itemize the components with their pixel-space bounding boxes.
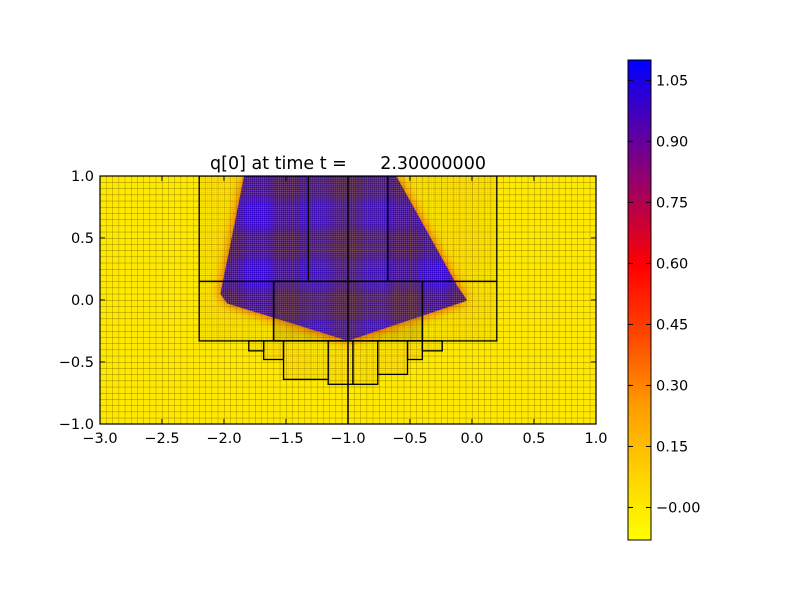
colorbar-tick-label: 1.05 [656,73,688,89]
patch-grid-8 [377,340,408,375]
x-tick-label: −0.5 [392,431,427,447]
colorbar-tick-label: −0.00 [656,500,700,516]
x-tick-label: −2.5 [144,431,179,447]
colorbar-tick-label: 0.60 [656,256,688,272]
x-tick-label: 0.5 [522,431,545,447]
x-tick-label: −1.0 [330,431,365,447]
colorbar-tick-label: 0.45 [656,317,688,333]
y-tick-label: 0.5 [71,231,94,247]
colorbar-tick-label: 0.75 [656,195,688,211]
colorbar-tick-label: 0.15 [656,439,688,455]
x-axis: −3.0 −2.5 −2.0 −1.5 −1.0 −0.5 0.0 0.5 1.0 [82,176,608,447]
x-tick-label: −3.0 [82,431,117,447]
patch-grid-4 [263,340,284,360]
patch-grid-7 [352,340,378,385]
patch-grid-6 [328,340,353,385]
plot-area: −3.0 −2.5 −2.0 −1.5 −1.0 −0.5 0.0 0.5 1.0 −1.0 −0… [59,169,608,447]
patch-grid-9 [407,340,423,360]
colorbar-tick-label: 0.90 [656,134,688,150]
chart-title: q[0] at time t = 2.30000000 [210,154,486,174]
x-tick-label: −1.5 [268,431,303,447]
patch-grid-3 [248,340,264,351]
colorbar-ticks: −0.00 0.15 0.30 0.45 0.60 0.75 0.90 1.05 [628,73,700,516]
colorbar-tick-label: 0.30 [656,378,688,394]
y-tick-label: 1.0 [71,169,94,185]
patch-outline-10 [421,340,443,352]
patch-boundaries [199,176,497,424]
x-tick-label: 1.0 [584,431,607,447]
patch-grid-10 [422,340,443,351]
colorbar-gradient [628,60,651,540]
patch-grid-5 [283,340,329,380]
y-axis: −1.0 −0.5 0.0 0.5 1.0 [59,169,596,433]
y-tick-label: −1.0 [59,417,94,433]
colorbar: −0.00 0.15 0.30 0.45 0.60 0.75 0.90 1.05 [627,59,700,541]
y-tick-label: 0.0 [71,293,94,309]
x-tick-label: −2.0 [206,431,241,447]
x-tick-label: 0.0 [460,431,483,447]
colorbar-frame [627,59,652,541]
y-tick-label: −0.5 [59,355,94,371]
